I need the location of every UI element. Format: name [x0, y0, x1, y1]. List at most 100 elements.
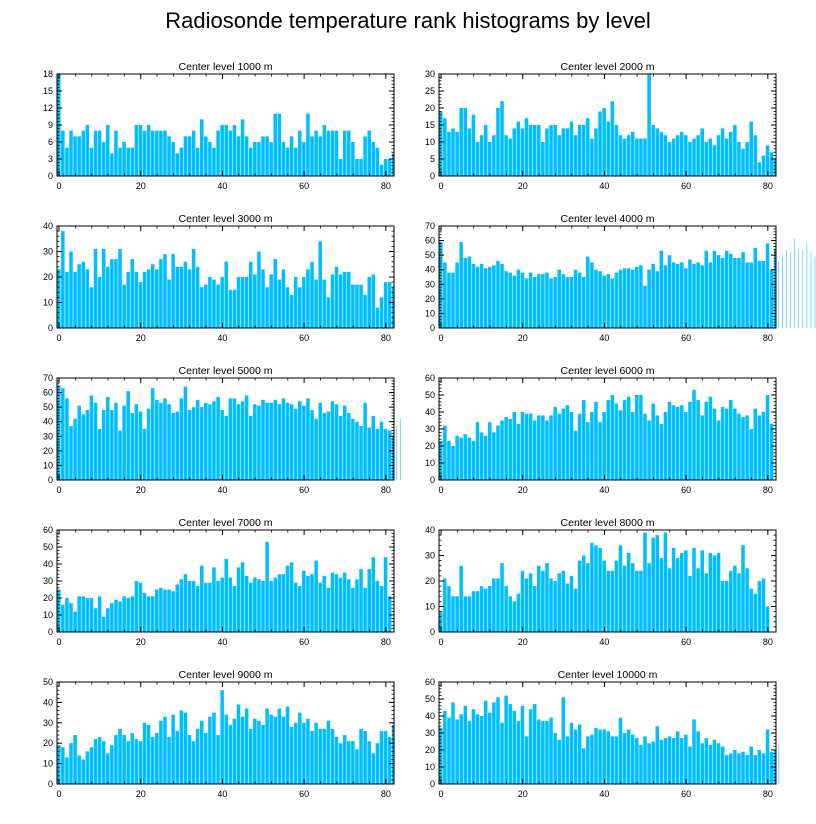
histogram-bar	[594, 545, 598, 632]
histogram-bar	[69, 426, 73, 480]
histogram-bar	[347, 412, 351, 480]
histogram-panel-8: Center level 8000 m 0 10 20 30 40 0 20 40 60 80	[425, 517, 777, 647]
histogram-bar	[708, 396, 713, 480]
histogram-bar	[483, 700, 488, 784]
histogram-bar	[581, 277, 586, 328]
histogram-bar	[77, 755, 81, 784]
histogram-bar	[142, 722, 147, 784]
histogram-bar	[101, 741, 106, 784]
histogram-bar	[138, 282, 143, 328]
histogram-bar	[712, 250, 717, 328]
histogram-bar	[443, 578, 447, 632]
histogram-bar	[244, 136, 249, 176]
histogram-bar	[545, 420, 549, 480]
histogram-bar	[220, 410, 224, 480]
histogram-bar	[553, 406, 557, 480]
histogram-bar	[183, 261, 188, 328]
histogram-bar	[651, 125, 655, 176]
histogram-bar	[351, 284, 355, 328]
histogram-bar	[228, 130, 233, 176]
histogram-bar	[224, 125, 229, 176]
histogram-bar	[224, 558, 229, 632]
y-tick-label: 70	[425, 221, 435, 231]
y-tick-label: 30	[43, 576, 53, 586]
histogram-bar	[228, 724, 233, 784]
histogram-bar	[322, 279, 327, 328]
panel-title: Center level 9000 m	[179, 669, 273, 681]
histogram-bar	[89, 747, 94, 784]
histogram-bar	[191, 248, 196, 328]
histogram-bar	[183, 712, 188, 784]
histogram-bar	[459, 242, 463, 328]
histogram-bar	[306, 718, 310, 784]
histogram-bar	[712, 739, 717, 784]
histogram-bar	[500, 263, 504, 328]
histogram-bar	[253, 404, 257, 480]
histogram-bar	[745, 142, 749, 176]
histogram-bar	[326, 720, 331, 784]
histogram-bar	[647, 269, 651, 328]
y-tick-label: 0	[48, 779, 53, 789]
histogram-bar	[451, 446, 455, 480]
histogram-bar	[565, 128, 570, 176]
histogram-bar	[77, 264, 81, 328]
histogram-bar	[594, 727, 598, 784]
y-tick-label: 10	[425, 602, 435, 612]
histogram-bar	[314, 279, 318, 328]
histogram-bar	[138, 741, 143, 784]
histogram-bar	[602, 412, 606, 480]
histogram-bar	[114, 402, 118, 480]
histogram-bar	[565, 736, 570, 784]
histogram-bar	[471, 440, 476, 480]
histogram-bar	[573, 588, 578, 632]
histogram-bar	[553, 733, 557, 784]
histogram-bar	[720, 406, 725, 480]
panel-title: Center level 2000 m	[561, 61, 655, 73]
histogram-bar	[134, 404, 139, 480]
x-tick-label: 0	[439, 181, 444, 191]
x-tick-label: 60	[681, 333, 691, 343]
histogram-bar	[761, 753, 766, 784]
histogram-bar	[122, 596, 126, 632]
histogram-bar	[655, 415, 660, 480]
histogram-bar	[459, 714, 463, 784]
histogram-bar	[475, 142, 480, 176]
histogram-bar	[688, 259, 692, 328]
histogram-bar	[700, 550, 704, 632]
histogram-bar	[769, 152, 774, 176]
histogram-bar	[569, 121, 574, 176]
histogram-bar	[191, 407, 196, 480]
histogram-bar	[602, 275, 606, 328]
histogram-bar	[195, 147, 200, 176]
x-tick-label: 20	[518, 333, 528, 343]
histogram-bar	[134, 581, 139, 632]
histogram-bar	[786, 249, 787, 328]
y-tick-label: 40	[43, 221, 53, 231]
histogram-bar	[285, 147, 290, 176]
histogram-bar	[199, 119, 204, 176]
histogram-bar	[65, 398, 69, 480]
histogram-bar	[93, 739, 98, 784]
histogram-bar	[163, 254, 167, 328]
histogram-bar	[475, 266, 480, 328]
histogram-bar	[675, 406, 680, 480]
histogram-bar	[281, 574, 286, 632]
y-tick-label: 3	[48, 154, 53, 164]
histogram-bar	[318, 241, 322, 328]
histogram-bar	[467, 596, 472, 632]
histogram-bar	[753, 755, 758, 784]
histogram-bar	[590, 542, 594, 632]
histogram-bar	[285, 287, 290, 328]
histogram-bar	[248, 728, 253, 784]
histogram-bar	[351, 418, 355, 480]
x-tick-label: 0	[439, 333, 444, 343]
histogram-bar	[359, 159, 363, 176]
y-tick-label: 0	[430, 171, 435, 181]
histogram-bar	[118, 430, 122, 480]
histogram-bar	[65, 598, 69, 632]
histogram-bar	[322, 728, 327, 784]
histogram-bar	[175, 266, 179, 328]
histogram-bar	[269, 714, 273, 784]
histogram-bar	[387, 159, 392, 176]
histogram-bar	[516, 721, 521, 784]
